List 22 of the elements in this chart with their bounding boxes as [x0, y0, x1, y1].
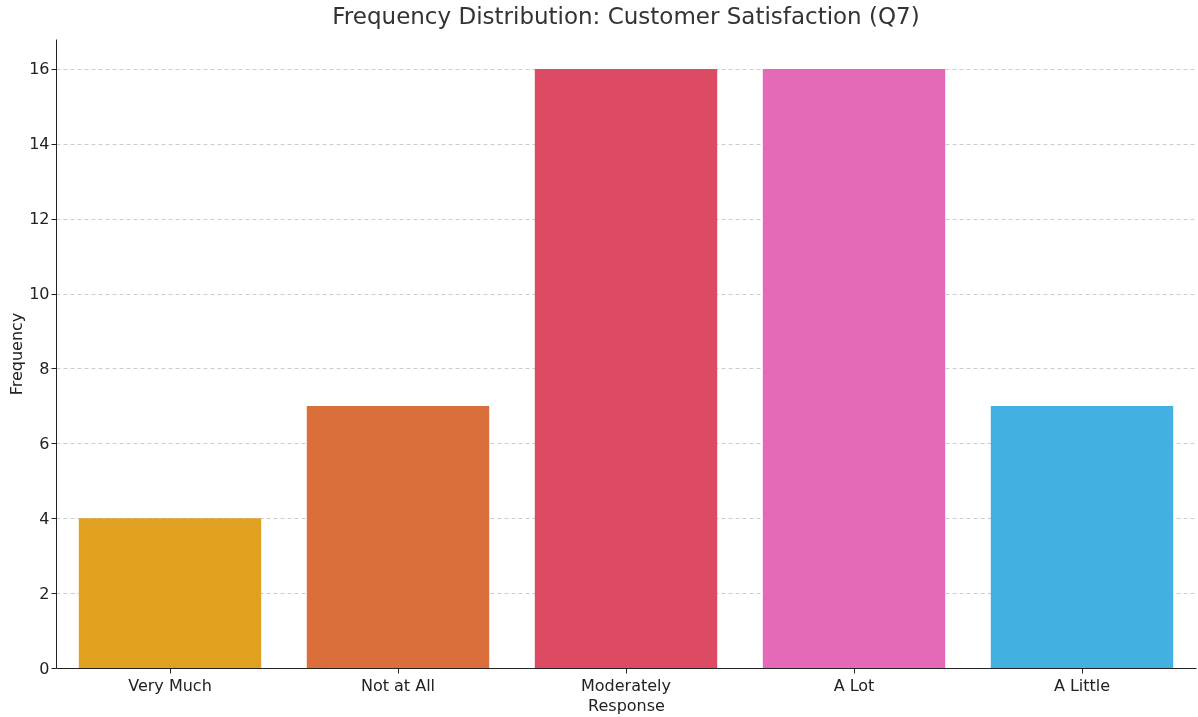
- x-axis-title: Response: [588, 695, 665, 715]
- y-tick-label: 12: [29, 209, 50, 229]
- x-tick-label: Very Much: [128, 675, 212, 695]
- y-tick-label: 14: [29, 134, 50, 154]
- y-tick-label: 8: [39, 358, 50, 378]
- bar: [78, 518, 262, 668]
- y-tick-label: 10: [29, 284, 50, 304]
- y-tick-label: 2: [39, 583, 50, 603]
- y-axis-title: Frequency: [7, 312, 27, 396]
- x-tick-label: Moderately: [580, 675, 672, 695]
- y-tick-label: 4: [39, 508, 50, 528]
- bar: [306, 405, 490, 668]
- x-tick-label: A Little: [1053, 675, 1111, 695]
- y-tick-label: 16: [29, 59, 50, 79]
- x-tick-label: Not at All: [360, 675, 436, 695]
- bar: [990, 405, 1174, 668]
- y-tick-label: 6: [39, 433, 50, 453]
- bar: [534, 68, 718, 668]
- bar: [762, 68, 946, 668]
- y-tick-label: 0: [39, 658, 50, 678]
- x-tick-label: A Lot: [833, 675, 875, 695]
- chart-title: Frequency Distribution: Customer Satisfaction (Q7): [332, 3, 920, 29]
